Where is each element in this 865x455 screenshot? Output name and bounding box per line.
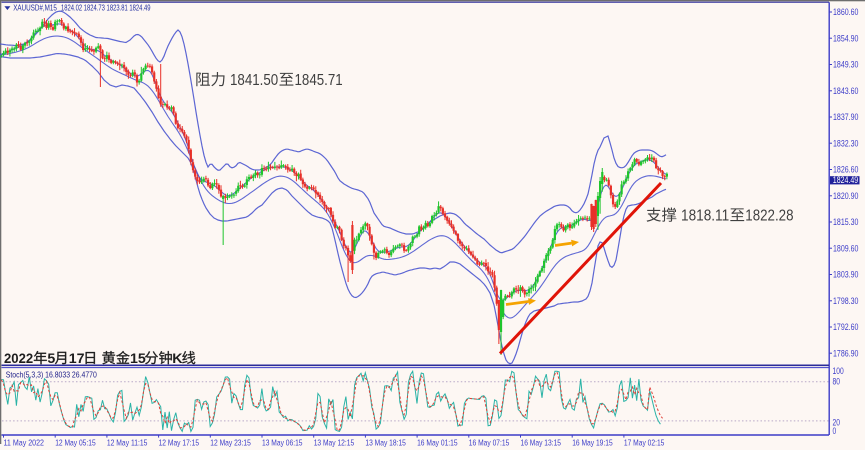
svg-text:13 May 06:15: 13 May 06:15 (262, 438, 303, 448)
svg-text:0: 0 (833, 426, 837, 436)
svg-text:12 May 11:15: 12 May 11:15 (107, 438, 148, 448)
svg-text:1843.60: 1843.60 (833, 86, 858, 96)
svg-text:1820.90: 1820.90 (833, 191, 858, 201)
svg-text:17: 17 (69, 351, 85, 367)
svg-text:1826.60: 1826.60 (833, 165, 858, 175)
svg-text:1837.90: 1837.90 (833, 112, 858, 122)
svg-text:1860.60: 1860.60 (833, 7, 858, 17)
svg-text:2022: 2022 (4, 351, 33, 367)
svg-text:15: 15 (130, 351, 146, 367)
svg-text:K: K (172, 351, 183, 367)
svg-text:1854.90: 1854.90 (833, 33, 858, 43)
svg-text:12 May 17:15: 12 May 17:15 (159, 438, 200, 448)
svg-text:1845.71: 1845.71 (295, 72, 343, 89)
svg-text:XAUUSD#,M15: XAUUSD#,M15 (13, 3, 57, 13)
svg-text:80: 80 (833, 377, 841, 387)
svg-text:11 May 2022: 11 May 2022 (4, 438, 45, 448)
svg-text:1822.28: 1822.28 (745, 208, 793, 225)
svg-text:1824.49: 1824.49 (833, 175, 858, 185)
svg-text:20: 20 (833, 418, 841, 428)
svg-text:1815.30: 1815.30 (833, 217, 858, 227)
svg-text:16 May 19:15: 16 May 19:15 (572, 438, 613, 448)
svg-text:13 May 18:15: 13 May 18:15 (365, 438, 406, 448)
svg-text:12 May 23:15: 12 May 23:15 (210, 438, 251, 448)
svg-text:13 May 12:15: 13 May 12:15 (314, 438, 355, 448)
svg-text:1809.60: 1809.60 (833, 243, 858, 253)
svg-text:12 May 05:15: 12 May 05:15 (55, 438, 96, 448)
svg-text:1786.90: 1786.90 (833, 348, 858, 358)
svg-text:1824.02 1824.73 1823.81 1824.4: 1824.02 1824.73 1823.81 1824.49 (61, 3, 151, 13)
svg-text:16 May 07:15: 16 May 07:15 (469, 438, 510, 448)
svg-text:100: 100 (833, 366, 844, 376)
svg-text:17 May 02:15: 17 May 02:15 (624, 438, 665, 448)
svg-text:1849.30: 1849.30 (833, 60, 858, 70)
svg-text:1792.60: 1792.60 (833, 322, 858, 332)
svg-text:5: 5 (47, 351, 55, 367)
svg-text:16 May 13:15: 16 May 13:15 (521, 438, 562, 448)
svg-text:1818.11: 1818.11 (681, 208, 729, 225)
svg-text:1803.90: 1803.90 (833, 270, 858, 280)
svg-text:16 May 01:15: 16 May 01:15 (417, 438, 458, 448)
svg-text:1832.30: 1832.30 (833, 138, 858, 148)
svg-text:1841.50: 1841.50 (230, 72, 279, 89)
svg-text:Stoch(5,3,3) 16.8033 26.4770: Stoch(5,3,3) 16.8033 26.4770 (6, 370, 97, 380)
svg-text:1798.30: 1798.30 (833, 296, 858, 306)
